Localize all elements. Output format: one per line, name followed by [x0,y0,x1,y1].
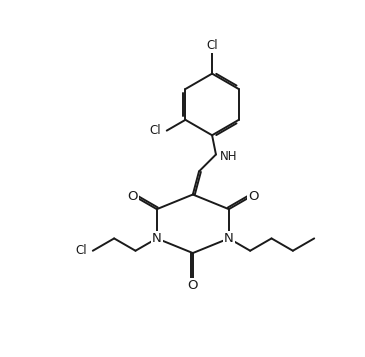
Text: NH: NH [220,150,237,162]
Text: N: N [224,232,234,245]
Text: O: O [248,190,258,202]
Text: O: O [127,190,138,202]
Text: Cl: Cl [75,244,87,257]
Text: O: O [188,279,198,292]
Text: Cl: Cl [206,39,218,52]
Text: N: N [152,232,162,245]
Text: Cl: Cl [150,124,161,137]
